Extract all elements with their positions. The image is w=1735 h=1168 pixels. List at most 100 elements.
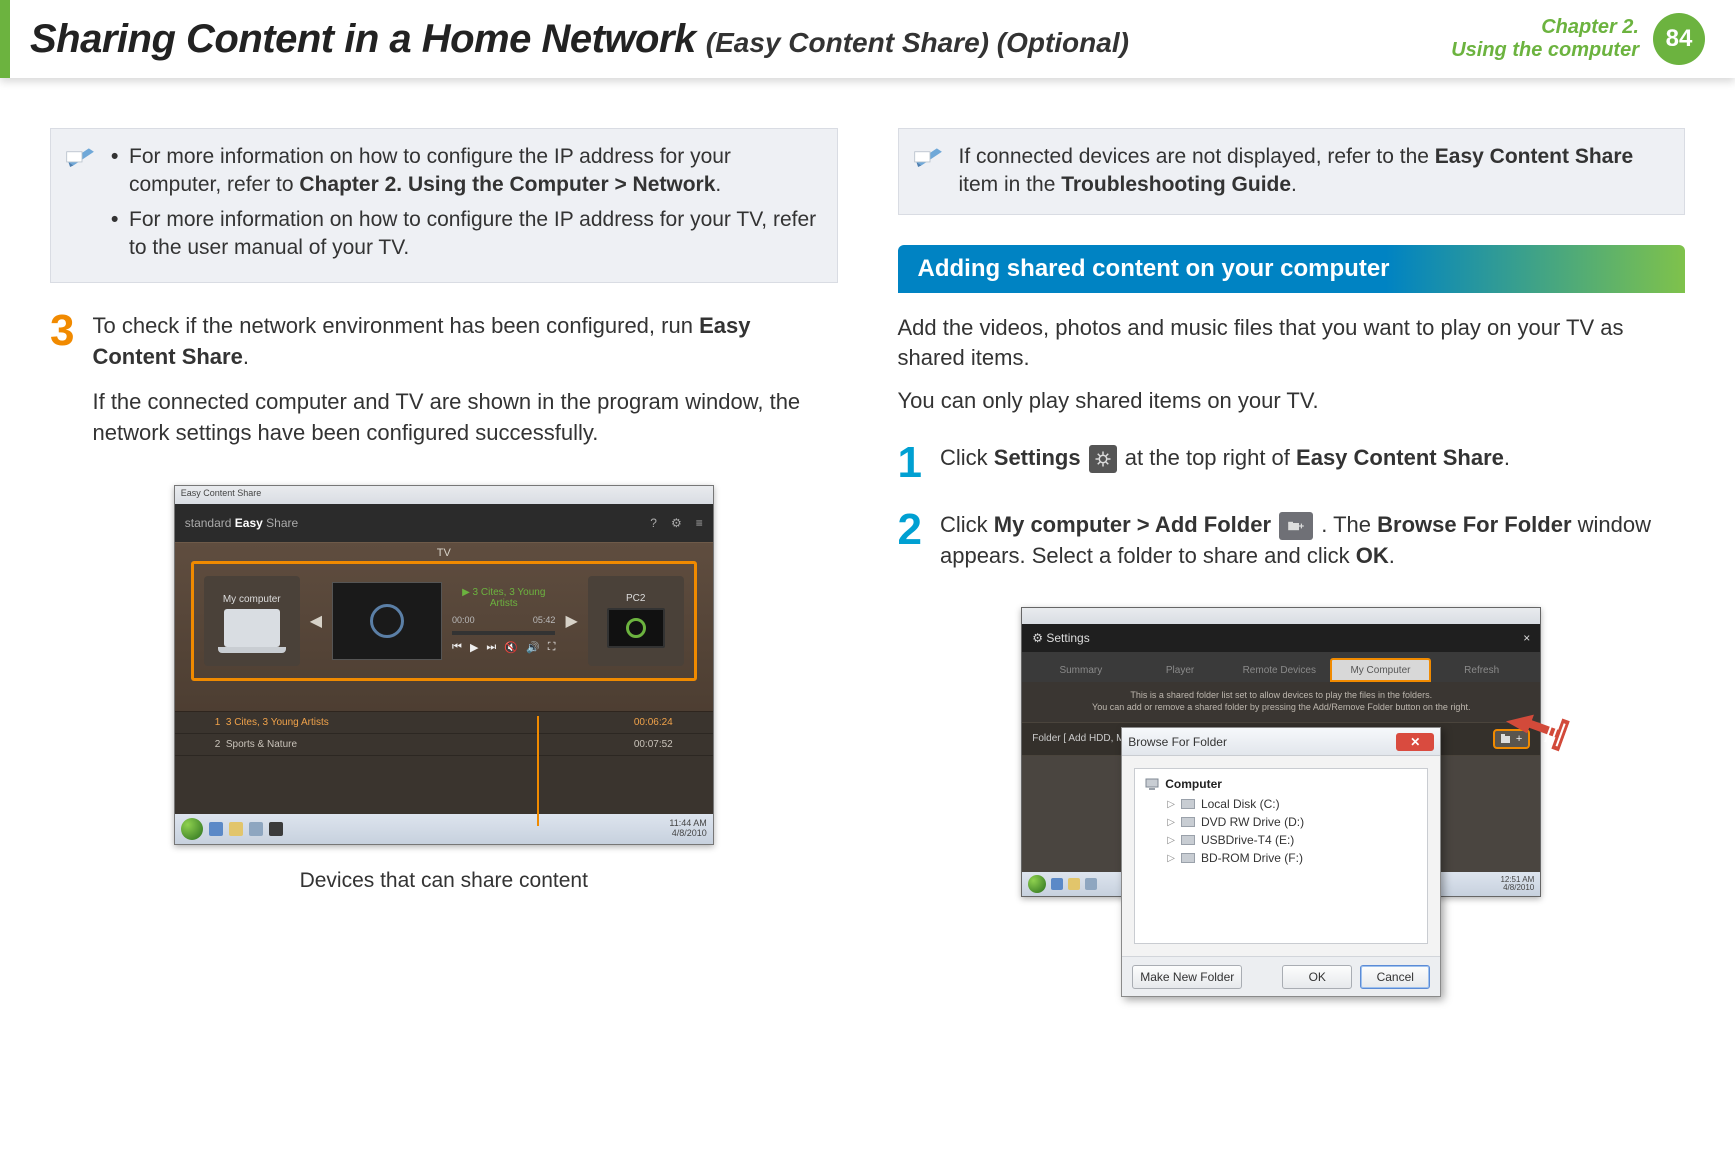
step-3-body: To check if the network environment has …: [92, 311, 837, 462]
tv-icon: [607, 608, 665, 648]
step-2-number: 2: [898, 510, 922, 586]
s2-bold1: My computer > Add Folder: [994, 512, 1271, 537]
drive-label: Local Disk (C:): [1201, 797, 1280, 811]
next-device-icon[interactable]: ▶: [565, 611, 577, 631]
s1-mid2: at the top right of: [1119, 445, 1296, 470]
s1-mid1: [1081, 445, 1087, 470]
drive-label: BD-ROM Drive (F:): [1201, 851, 1303, 865]
highlight-box: My computer ◀ ▶ 3 Cites, 3 Young Artists: [191, 561, 697, 681]
expand-icon[interactable]: ▷: [1167, 853, 1175, 864]
tab-player[interactable]: Player: [1131, 658, 1228, 682]
step-2-text: Click My computer > Add Folder . The Bro…: [940, 510, 1685, 572]
note-right-post: .: [1291, 173, 1297, 196]
control-prev[interactable]: ⏮: [452, 641, 462, 654]
player-controls: ⏮ ▶ ⏭ 🔇 🔊 ⛶: [452, 641, 555, 654]
s2-bold2: Browse For Folder: [1377, 512, 1571, 537]
app-logo: standard Easy Share: [185, 516, 298, 530]
tab-my-computer[interactable]: My Computer: [1330, 658, 1431, 682]
control-play[interactable]: ▶: [470, 641, 478, 654]
step-2-body: Click My computer > Add Folder . The Bro…: [940, 510, 1685, 586]
expand-icon[interactable]: ▷: [1167, 799, 1175, 810]
device-my-computer[interactable]: My computer: [204, 576, 300, 666]
control-full[interactable]: ⛶: [548, 641, 556, 654]
taskbar-app-icon[interactable]: [1085, 878, 1097, 890]
step-1: 1 Click Settings at the top right of Eas…: [898, 443, 1686, 488]
logo-post: Share: [263, 516, 298, 530]
add-folder-icon: [1279, 512, 1313, 540]
note-item-1-bold: Chapter 2. Using the Computer > Network: [299, 173, 715, 196]
tab-remote[interactable]: Remote Devices: [1231, 658, 1328, 682]
chapter-block: Chapter 2. Using the computer: [1451, 16, 1639, 62]
row2-num: 2: [215, 739, 221, 750]
intro-p1: Add the videos, photos and music files t…: [898, 313, 1686, 375]
list-row-1[interactable]: 1 3 Cites, 3 Young Artists 00:06:24: [175, 712, 713, 734]
close-icon[interactable]: ×: [1523, 631, 1530, 645]
device-my-computer-label: My computer: [223, 594, 281, 605]
chapter-line2: Using the computer: [1451, 39, 1639, 62]
expand-icon[interactable]: ▷: [1167, 817, 1175, 828]
note-right-pre: If connected devices are not displayed, …: [959, 145, 1435, 168]
drive-icon: [1181, 835, 1195, 845]
logo-pre: standard: [185, 516, 232, 530]
prev-device-icon[interactable]: ◀: [310, 611, 322, 631]
page-header: Sharing Content in a Home Network (Easy …: [0, 0, 1735, 78]
tab-refresh[interactable]: Refresh: [1433, 658, 1530, 682]
taskbar-app-icon[interactable]: [229, 822, 243, 836]
list-row-2[interactable]: 2 Sports & Nature 00:07:52: [175, 734, 713, 756]
note-right-text: If connected devices are not displayed, …: [959, 143, 1667, 200]
taskbar-app-icon[interactable]: [1051, 878, 1063, 890]
dialog-close-button[interactable]: ✕: [1396, 733, 1434, 751]
start-orb-icon[interactable]: [1028, 875, 1046, 893]
step-3-p1-pre: To check if the network environment has …: [92, 313, 699, 338]
now-playing-title: ▶ 3 Cites, 3 Young Artists: [452, 587, 555, 609]
drive-icon: [1181, 817, 1195, 827]
device-pc2[interactable]: PC2: [588, 576, 684, 666]
logo-bold: Easy: [235, 516, 263, 530]
tree-node[interactable]: ▷ Local Disk (C:): [1167, 795, 1417, 813]
menu-icon[interactable]: ≡: [696, 516, 703, 530]
tab-summary[interactable]: Summary: [1032, 658, 1129, 682]
laptop-icon: [224, 609, 280, 647]
tv-label: TV: [437, 547, 451, 559]
topbar-icons: ? ⚙ ≡: [650, 516, 702, 530]
note-item-1-post: .: [715, 173, 721, 196]
figure-1-caption: Devices that can share content: [50, 869, 838, 893]
note-list: For more information on how to configure…: [111, 143, 819, 268]
control-vol[interactable]: 🔊: [526, 641, 540, 654]
make-new-folder-button[interactable]: Make New Folder: [1132, 965, 1242, 989]
taskbar-app-icon[interactable]: [269, 822, 283, 836]
taskbar-app-icon[interactable]: [209, 822, 223, 836]
device-pc2-label: PC2: [626, 593, 645, 604]
tree-root-label: Computer: [1165, 777, 1222, 791]
ok-button[interactable]: OK: [1282, 965, 1352, 989]
step-1-number: 1: [898, 443, 922, 488]
system-tray: 11:44 AM 4/8/2010: [669, 819, 706, 839]
tree-node[interactable]: ▷DVD RW Drive (D:): [1167, 813, 1417, 831]
start-orb-icon[interactable]: [181, 818, 203, 840]
tree-node[interactable]: ▷ BD-ROM Drive (F:): [1167, 849, 1417, 867]
note-icon: [913, 143, 947, 169]
tree-root[interactable]: Computer: [1145, 777, 1417, 791]
taskbar-app-icon[interactable]: [249, 822, 263, 836]
progress-bar[interactable]: [452, 631, 555, 635]
note-item-1: For more information on how to configure…: [111, 143, 819, 200]
video-thumbnail: [332, 582, 442, 660]
tree-node[interactable]: ▷USBDrive-T4 (E:): [1167, 831, 1417, 849]
help-icon[interactable]: ?: [650, 516, 657, 530]
browse-for-folder-dialog: Browse For Folder ✕ Computer ▷Local Disk…: [1121, 727, 1441, 997]
figure-2: ⚙ Settings × Summary Player Remote Devic…: [898, 607, 1686, 1007]
expand-icon[interactable]: ▷: [1167, 835, 1175, 846]
control-next[interactable]: ⏭: [486, 641, 496, 654]
gear-icon[interactable]: ⚙: [671, 516, 682, 530]
control-mute[interactable]: 🔇: [504, 641, 518, 654]
step-3-number: 3: [50, 311, 74, 462]
cancel-button[interactable]: Cancel: [1360, 965, 1430, 989]
desc-line2: You can add or remove a shared folder by…: [1034, 702, 1528, 714]
time-right: 05:42: [533, 615, 556, 625]
s1-bold1: Settings: [994, 445, 1081, 470]
taskbar-app-icon[interactable]: [1068, 878, 1080, 890]
step-3-p1: To check if the network environment has …: [92, 311, 837, 373]
row1-dur: 00:06:24: [634, 717, 673, 728]
computer-icon: [1145, 778, 1159, 790]
s2-pre: Click: [940, 512, 994, 537]
